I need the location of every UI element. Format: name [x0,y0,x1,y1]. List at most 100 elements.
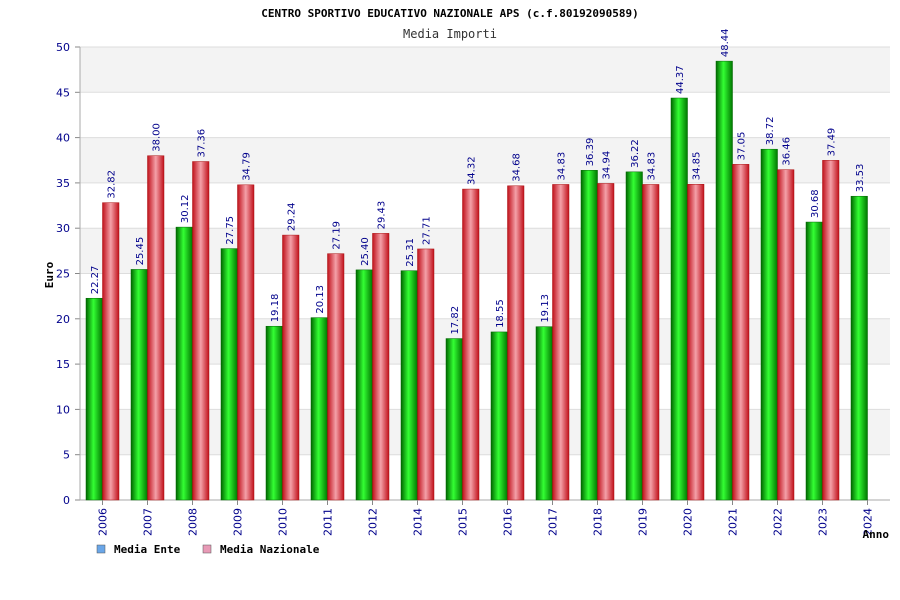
x-tick-label: 2014 [412,508,425,536]
bar-media-nazionale-2022 [777,169,795,501]
value-label: 37.49 [827,128,838,157]
x-axis: 2006 2007 2008 2009 2010 2011 2012 2014 2015 2016… [97,500,875,536]
x-tick-label: 2020 [682,508,695,536]
bar-media-nazionale-2021 [732,164,750,501]
bar-media-ente-2007 [130,269,148,501]
grid-band [80,318,890,365]
bar-media-ente-2006 [85,297,103,501]
legend-swatch [96,544,106,554]
bar-media-ente-2017 [535,326,553,501]
value-label: 22.27 [90,266,101,295]
value-label: 36.39 [585,138,596,167]
value-label: 20.13 [315,285,326,314]
x-tick-label: 2024 [862,508,875,536]
y-tick-label: 0 [63,494,70,507]
x-axis-label: Anno [863,528,890,541]
grid-band [80,47,890,93]
bar-media-ente-2010 [265,325,283,501]
bar-media-ente-2014 [400,270,418,501]
bar-media-ente-2009 [220,248,238,501]
value-label: 29.43 [377,201,388,230]
value-label: 32.82 [107,170,118,199]
value-label: 34.94 [602,151,613,180]
chart-title: CENTRO SPORTIVO EDUCATIVO NAZIONALE APS … [261,7,639,20]
y-tick-label: 5 [63,449,70,462]
x-tick-label: 2012 [367,508,380,536]
y-tick-label: 45 [56,86,70,99]
value-label: 34.83 [647,152,658,181]
grid-bands [80,46,890,501]
x-tick-label: 2022 [772,508,785,536]
y-tick-label: 35 [56,177,70,190]
bar-media-nazionale-2014 [417,248,435,501]
bar-media-nazionale-2008 [192,161,210,501]
y-tick-label: 50 [56,41,70,54]
bar-media-nazionale-2012 [372,233,390,501]
bar-media-nazionale-2007 [147,155,165,501]
legend-label: Media Ente [114,543,181,556]
bar-media-nazionale-2010 [282,234,300,501]
value-label: 36.22 [630,139,641,168]
value-label: 37.05 [737,132,748,161]
value-label: 19.18 [270,294,281,323]
value-label: 30.12 [180,194,191,223]
value-label: 25.31 [405,238,416,267]
grid-band [80,409,890,455]
y-tick-label: 30 [56,222,70,235]
value-label: 44.37 [675,65,686,94]
value-label: 34.83 [557,152,568,181]
legend-label: Media Nazionale [220,543,320,556]
x-tick-label: 2015 [457,508,470,536]
bar-media-nazionale-2016 [507,185,525,501]
bar-media-ente-2019 [625,171,643,501]
x-tick-label: 2010 [277,508,290,536]
x-tick-label: 2018 [592,508,605,536]
value-label: 37.36 [197,129,208,158]
bar-media-ente-2024 [850,195,868,501]
value-label: 48.44 [720,28,731,57]
x-tick-label: 2016 [502,508,515,536]
x-tick-label: 2008 [187,508,200,536]
value-label: 33.53 [855,164,866,193]
x-tick-label: 2007 [142,508,155,536]
bar-media-ente-2008 [175,226,193,501]
bar-media-nazionale-2018 [597,183,615,501]
y-tick-label: 10 [56,403,70,416]
grid-band [80,92,890,138]
grid-band [80,228,890,274]
bar-media-nazionale-2017 [552,184,570,501]
bar-media-nazionale-2023 [822,160,840,501]
bar-media-ente-2018 [580,170,598,501]
x-tick-label: 2011 [322,508,335,536]
bar-media-ente-2020 [670,97,688,501]
bar-media-ente-2012 [355,269,373,501]
grid-band [80,364,890,410]
grid-band [80,182,890,229]
grid-band [80,137,890,183]
legend: Media Ente Media Nazionale [96,543,320,556]
bar-media-ente-2023 [805,221,823,501]
x-tick-label: 2009 [232,508,245,536]
value-label: 25.45 [135,237,146,266]
bar-media-nazionale-2020 [687,184,705,501]
value-label: 19.13 [540,294,551,323]
x-tick-label: 2019 [637,508,650,536]
bar-media-nazionale-2011 [327,253,345,501]
value-label: 38.72 [765,117,776,146]
bar-media-ente-2011 [310,317,328,501]
bar-media-nazionale-2009 [237,184,255,501]
bar-media-ente-2015 [445,338,463,501]
value-label: 17.82 [450,306,461,335]
x-tick-label: 2006 [97,508,110,536]
y-tick-label: 25 [56,268,70,281]
value-label: 27.19 [332,221,343,250]
value-label: 38.00 [152,123,163,152]
bar-media-nazionale-2006 [102,202,120,501]
bar-media-nazionale-2015 [462,188,480,501]
value-label: 18.55 [495,299,506,328]
value-label: 34.79 [242,152,253,181]
y-axis-label: Euro [43,261,56,288]
y-tick-label: 40 [56,132,70,145]
bar-media-ente-2022 [760,148,778,501]
value-label: 36.46 [782,137,793,166]
